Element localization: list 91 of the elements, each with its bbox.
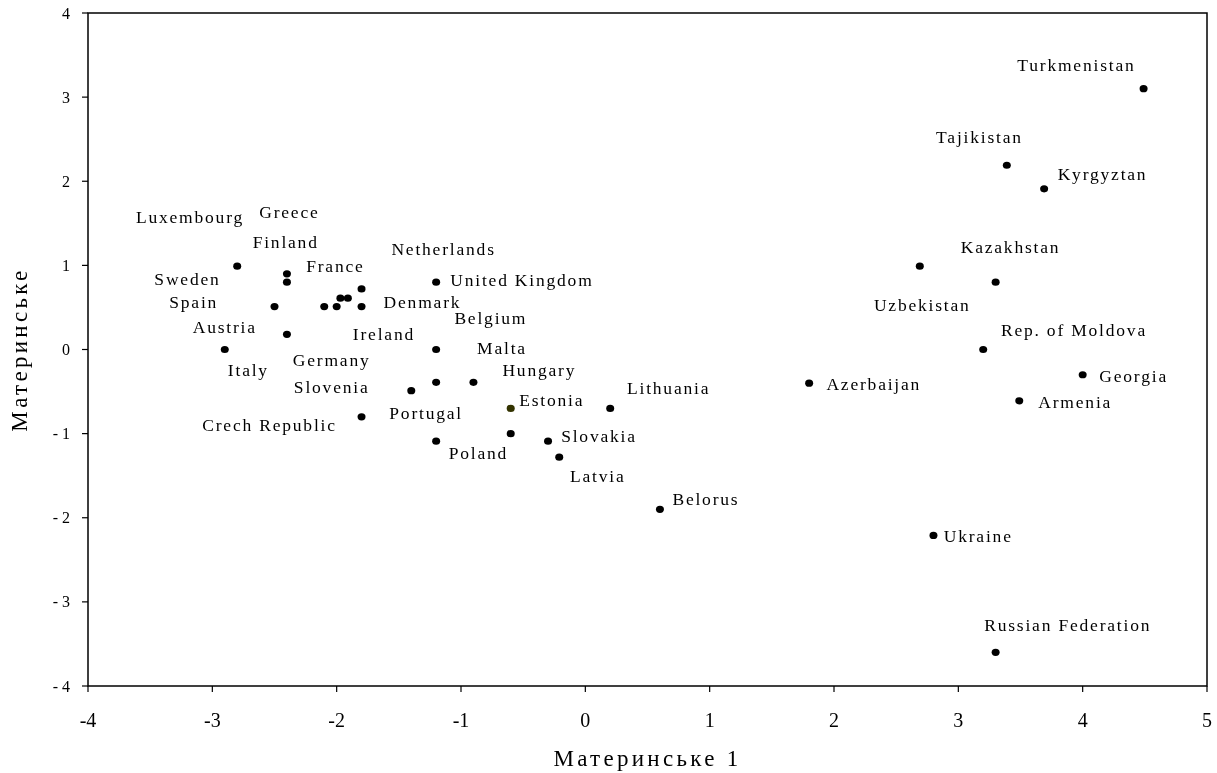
point — [606, 404, 615, 412]
annotation: Azerbaijan — [826, 373, 922, 394]
point — [357, 413, 366, 421]
point — [432, 345, 441, 354]
annotation: Ireland — [352, 324, 415, 345]
x-tick-label: 5 — [1202, 709, 1212, 731]
y-tick-label: 3 — [62, 88, 74, 106]
annotation: Netherlands — [391, 238, 496, 259]
x-tick-label: -3 — [204, 709, 221, 731]
point — [332, 303, 341, 311]
annotation: Kyrgyztan — [1057, 163, 1148, 184]
annotation: Poland — [448, 442, 509, 463]
annotation: Lithuania — [627, 378, 711, 399]
point — [915, 262, 924, 270]
annotation: Armenia — [1038, 391, 1113, 412]
annotation: Slovakia — [561, 426, 637, 447]
y-tick-label: 1 — [62, 256, 74, 274]
annotation: Sweden — [154, 268, 221, 289]
point — [336, 294, 345, 302]
x-tick-label: 3 — [953, 709, 964, 731]
point — [555, 453, 564, 461]
annotation: Rep. of Moldova — [1000, 320, 1148, 341]
annotation: Hungary — [502, 359, 577, 380]
y-tick-label: -4 — [52, 677, 74, 695]
annotation: Finland — [252, 231, 319, 252]
point — [805, 379, 814, 387]
x-tick-label: 1 — [704, 709, 715, 731]
point — [357, 303, 366, 311]
point — [270, 303, 279, 311]
annotation: Tajikistan — [936, 126, 1023, 147]
point — [432, 437, 441, 445]
annotation: France — [306, 256, 365, 277]
y-tick-label: 0 — [62, 341, 74, 358]
x-axis-title: Материнське 1 — [553, 745, 742, 771]
annotation: Austria — [192, 316, 257, 337]
annotation: Slovenia — [293, 377, 370, 398]
annotation: United Kingdom — [450, 269, 594, 290]
point — [282, 270, 291, 278]
y-tick-label: 4 — [62, 4, 74, 22]
annotation: Russian Federation — [984, 614, 1152, 635]
annotation: Estonia — [519, 389, 585, 410]
annotation: Turkmenistan — [1017, 55, 1136, 76]
annotation: Latvia — [570, 465, 626, 486]
point — [544, 437, 553, 445]
annotation: Spain — [169, 291, 219, 312]
point — [282, 330, 291, 338]
y-tick-label: -2 — [52, 509, 74, 527]
point — [1139, 85, 1148, 93]
x-tick-label: -1 — [452, 709, 470, 731]
annotation: Luxembourg — [135, 206, 244, 227]
x-tick-label: 0 — [580, 709, 591, 731]
point — [1015, 397, 1024, 405]
point — [469, 378, 478, 386]
annotation: Malta — [477, 337, 527, 358]
x-tick-label: 4 — [1077, 709, 1088, 731]
point — [991, 648, 1000, 656]
annotation: Uzbekistan — [873, 294, 971, 315]
y-tick-label: -3 — [52, 593, 74, 611]
annotation: Greece — [259, 202, 320, 223]
point — [1040, 185, 1049, 193]
annotation: Georgia — [1099, 365, 1168, 386]
point — [233, 262, 242, 270]
point — [1002, 161, 1011, 169]
point — [506, 430, 515, 438]
x-tick-label: 2 — [829, 709, 839, 731]
y-tick-label: -1 — [52, 425, 74, 443]
annotation: Crech Republic — [202, 415, 337, 436]
point — [432, 278, 441, 286]
point — [991, 278, 1000, 286]
y-axis-title: Материнське — [6, 267, 32, 432]
point — [357, 285, 366, 293]
annotation: Belorus — [672, 489, 740, 510]
point — [343, 294, 352, 302]
annotation: Portugal — [389, 403, 464, 424]
point — [432, 378, 441, 386]
x-tick-label: -4 — [79, 709, 97, 731]
point — [407, 387, 416, 395]
point — [1078, 371, 1087, 379]
annotation: Germany — [292, 349, 371, 370]
y-tick-label: 2 — [62, 172, 74, 190]
point — [320, 303, 329, 311]
point — [929, 531, 938, 540]
point — [282, 278, 291, 286]
x-tick-label: -2 — [328, 709, 345, 731]
point — [506, 404, 515, 412]
point — [220, 345, 229, 354]
point — [655, 505, 664, 513]
annotation: Italy — [227, 359, 269, 380]
annotation: Kazakhstan — [960, 236, 1061, 257]
point — [979, 345, 988, 354]
annotation: Ukraine — [943, 526, 1013, 547]
